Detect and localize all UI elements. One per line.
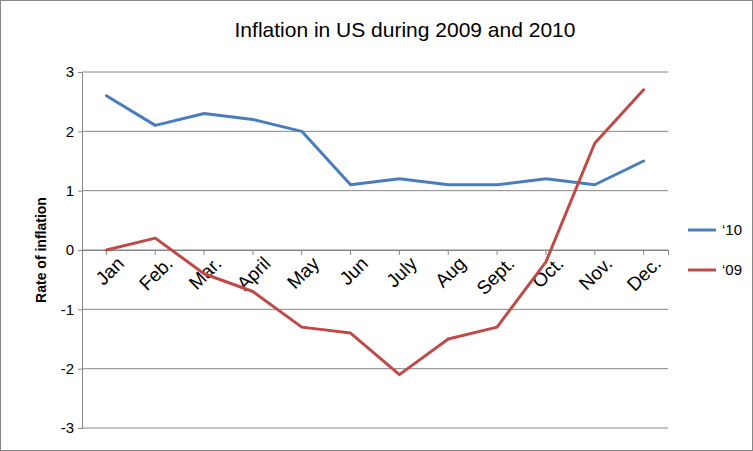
y-tick: 2 <box>66 123 82 140</box>
x-tick-mark <box>350 250 351 255</box>
x-tick-mark <box>252 250 253 255</box>
y-tick-label: -2 <box>61 360 74 377</box>
x-tick-mark <box>545 250 546 255</box>
y-axis: -3 -2 -1 0 1 2 3 <box>61 63 83 436</box>
y-tick-label: -1 <box>61 301 74 318</box>
x-tick-label: Dec. <box>623 253 665 295</box>
x-tick: Nov. <box>575 250 616 294</box>
grid-line <box>82 72 668 73</box>
x-tick-mark <box>448 250 449 255</box>
x-tick-label: Feb. <box>135 253 177 295</box>
x-tick: Dec. <box>623 250 665 295</box>
x-tick-label: Jun <box>336 253 373 290</box>
grid <box>82 72 668 428</box>
y-tick-mark <box>78 131 82 132</box>
grid-line <box>82 190 668 191</box>
x-tick-label: Aug <box>431 253 470 292</box>
y-tick-mark <box>78 369 82 370</box>
legend-label: ‘10 <box>722 221 742 238</box>
x-tick-mark <box>643 250 644 255</box>
y-tick-label: 0 <box>66 241 74 258</box>
series-line <box>106 96 643 185</box>
y-tick-mark <box>78 428 82 429</box>
y-tick-label: 2 <box>66 123 74 140</box>
x-tick-label: Nov. <box>575 253 616 294</box>
y-tick-mark <box>78 309 82 310</box>
chart-border <box>1 1 753 451</box>
x-tick: May <box>283 250 324 293</box>
x-tick: Jan <box>91 250 128 289</box>
x-axis-line <box>83 251 669 256</box>
plot-area <box>106 90 643 375</box>
y-tick: 3 <box>66 63 82 80</box>
chart: -3 -2 -1 0 1 2 3 JanFeb.Mar.AprilMay JunJuly AugS… <box>0 0 753 451</box>
title: Inflation in US during 2009 and 2010 <box>235 18 576 41</box>
x-tick: July <box>382 250 421 291</box>
grid-line <box>82 131 668 132</box>
x-tick: Jun <box>336 250 373 289</box>
y-tick-mark <box>78 191 82 192</box>
y-tick: -3 <box>61 419 82 436</box>
grid-line <box>82 368 668 369</box>
y-axis-title: Rate of inflation <box>33 197 49 303</box>
y-tick: -2 <box>61 360 82 377</box>
grid-line <box>82 309 668 310</box>
y-axis-line <box>78 73 83 429</box>
x-tick: Aug <box>431 250 470 291</box>
y-tick-label: 1 <box>66 182 74 199</box>
y-tick: -1 <box>61 301 82 318</box>
legend: ‘10 ‘09 <box>688 221 742 278</box>
x-tick-label: Sept. <box>472 253 518 299</box>
y-tick: 1 <box>66 182 82 199</box>
legend-label: ‘09 <box>722 261 742 278</box>
x-tick: Sept. <box>472 250 518 299</box>
y-tick-label: -3 <box>61 419 74 436</box>
y-tick-label: 3 <box>66 63 74 80</box>
series-line <box>106 90 643 375</box>
x-tick-label: July <box>382 252 421 291</box>
y-tick-mark <box>78 72 82 73</box>
x-tick-mark <box>594 250 595 255</box>
x-tick: Mar. <box>185 250 226 294</box>
x-tick-mark <box>155 250 156 255</box>
y-tick-mark <box>78 250 82 251</box>
legend-swatch <box>688 269 716 272</box>
x-tick-label: April <box>233 253 275 295</box>
x-axis: JanFeb.Mar.AprilMayJunJulyAugSept.Oct.No… <box>83 250 669 299</box>
x-tick-mark <box>204 250 205 255</box>
x-tick-label: Jan <box>91 253 128 290</box>
y-tick: 0 <box>66 241 82 258</box>
x-tick-mark <box>301 250 302 255</box>
x-tick-label: May <box>283 252 324 293</box>
x-tick-mark <box>399 250 400 255</box>
x-tick-mark <box>497 250 498 255</box>
x-tick: Feb. <box>135 250 177 294</box>
legend-swatch <box>688 229 716 232</box>
grid-line <box>82 428 668 429</box>
